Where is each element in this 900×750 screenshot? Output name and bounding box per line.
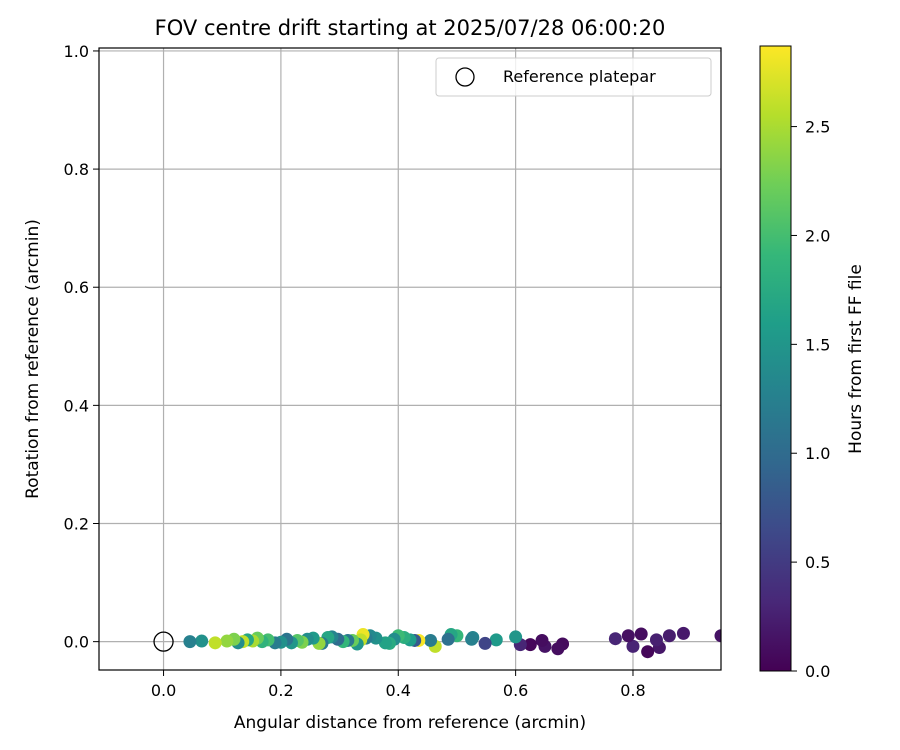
- colorbar-tick-label: 1.0: [805, 444, 830, 463]
- grid-lines: [99, 48, 721, 670]
- colorbar-label: Hours from first FF file: [846, 264, 866, 454]
- x-tick-label: 0.8: [620, 681, 645, 700]
- data-point: [621, 629, 635, 643]
- colorbar-ticks: 0.0 0.5 1.0 1.5 2.0 2.5: [791, 118, 830, 681]
- data-point: [634, 627, 648, 641]
- data-point: [195, 634, 209, 648]
- colorbar: [759, 45, 792, 672]
- colorbar-tick-label: 1.5: [805, 335, 830, 354]
- x-tick-label: 0.4: [386, 681, 411, 700]
- plot-frame: [98, 47, 722, 671]
- y-tick-label: 0.6: [64, 278, 89, 297]
- x-tick-label: 0.6: [503, 681, 528, 700]
- data-point: [626, 639, 640, 653]
- data-points: [183, 626, 721, 659]
- colorbar-tick-label: 0.5: [805, 553, 830, 572]
- data-point: [714, 629, 721, 643]
- data-point: [183, 635, 197, 649]
- data-point: [523, 638, 537, 652]
- data-point: [489, 633, 503, 647]
- data-point: [478, 636, 492, 650]
- data-point: [424, 633, 438, 647]
- y-tick-label: 0.2: [64, 515, 89, 534]
- x-tick-label: 0.2: [268, 681, 293, 700]
- data-point: [662, 629, 676, 643]
- legend-reference-label: Reference platepar: [503, 67, 656, 86]
- colorbar-tick-label: 2.5: [805, 118, 830, 137]
- data-point: [220, 634, 234, 648]
- data-point: [608, 632, 622, 646]
- data-point: [676, 626, 690, 640]
- chart-title: FOV centre drift starting at 2025/07/28 …: [155, 16, 666, 40]
- reference-point: [153, 631, 174, 652]
- data-point: [465, 632, 479, 646]
- data-point: [441, 632, 455, 646]
- legend: Reference platepar: [435, 57, 712, 97]
- data-point: [551, 642, 565, 656]
- y-tick-label: 0.8: [64, 160, 89, 179]
- data-point: [509, 630, 523, 644]
- data-point: [649, 633, 663, 647]
- y-tick-label: 0.0: [64, 633, 89, 652]
- y-axis-label: Rotation from reference (arcmin): [23, 219, 43, 499]
- colorbar-tick-label: 0.0: [805, 662, 830, 681]
- legend-box: [435, 57, 712, 97]
- y-tick-label: 0.4: [64, 396, 89, 415]
- x-axis-ticks: 0.0 0.2 0.4 0.6 0.8: [151, 670, 646, 700]
- data-point: [535, 633, 549, 647]
- reference-marker: [153, 631, 174, 652]
- legend-reference-marker: [455, 67, 475, 87]
- x-axis-label: Angular distance from reference (arcmin): [234, 713, 586, 733]
- colorbar-tick-label: 2.0: [805, 226, 830, 245]
- x-tick-label: 0.0: [151, 681, 176, 700]
- data-point: [208, 636, 222, 650]
- data-point: [641, 645, 655, 659]
- y-axis-ticks: 0.0 0.2 0.4 0.6 0.8 1.0: [64, 42, 99, 652]
- y-tick-label: 1.0: [64, 42, 89, 61]
